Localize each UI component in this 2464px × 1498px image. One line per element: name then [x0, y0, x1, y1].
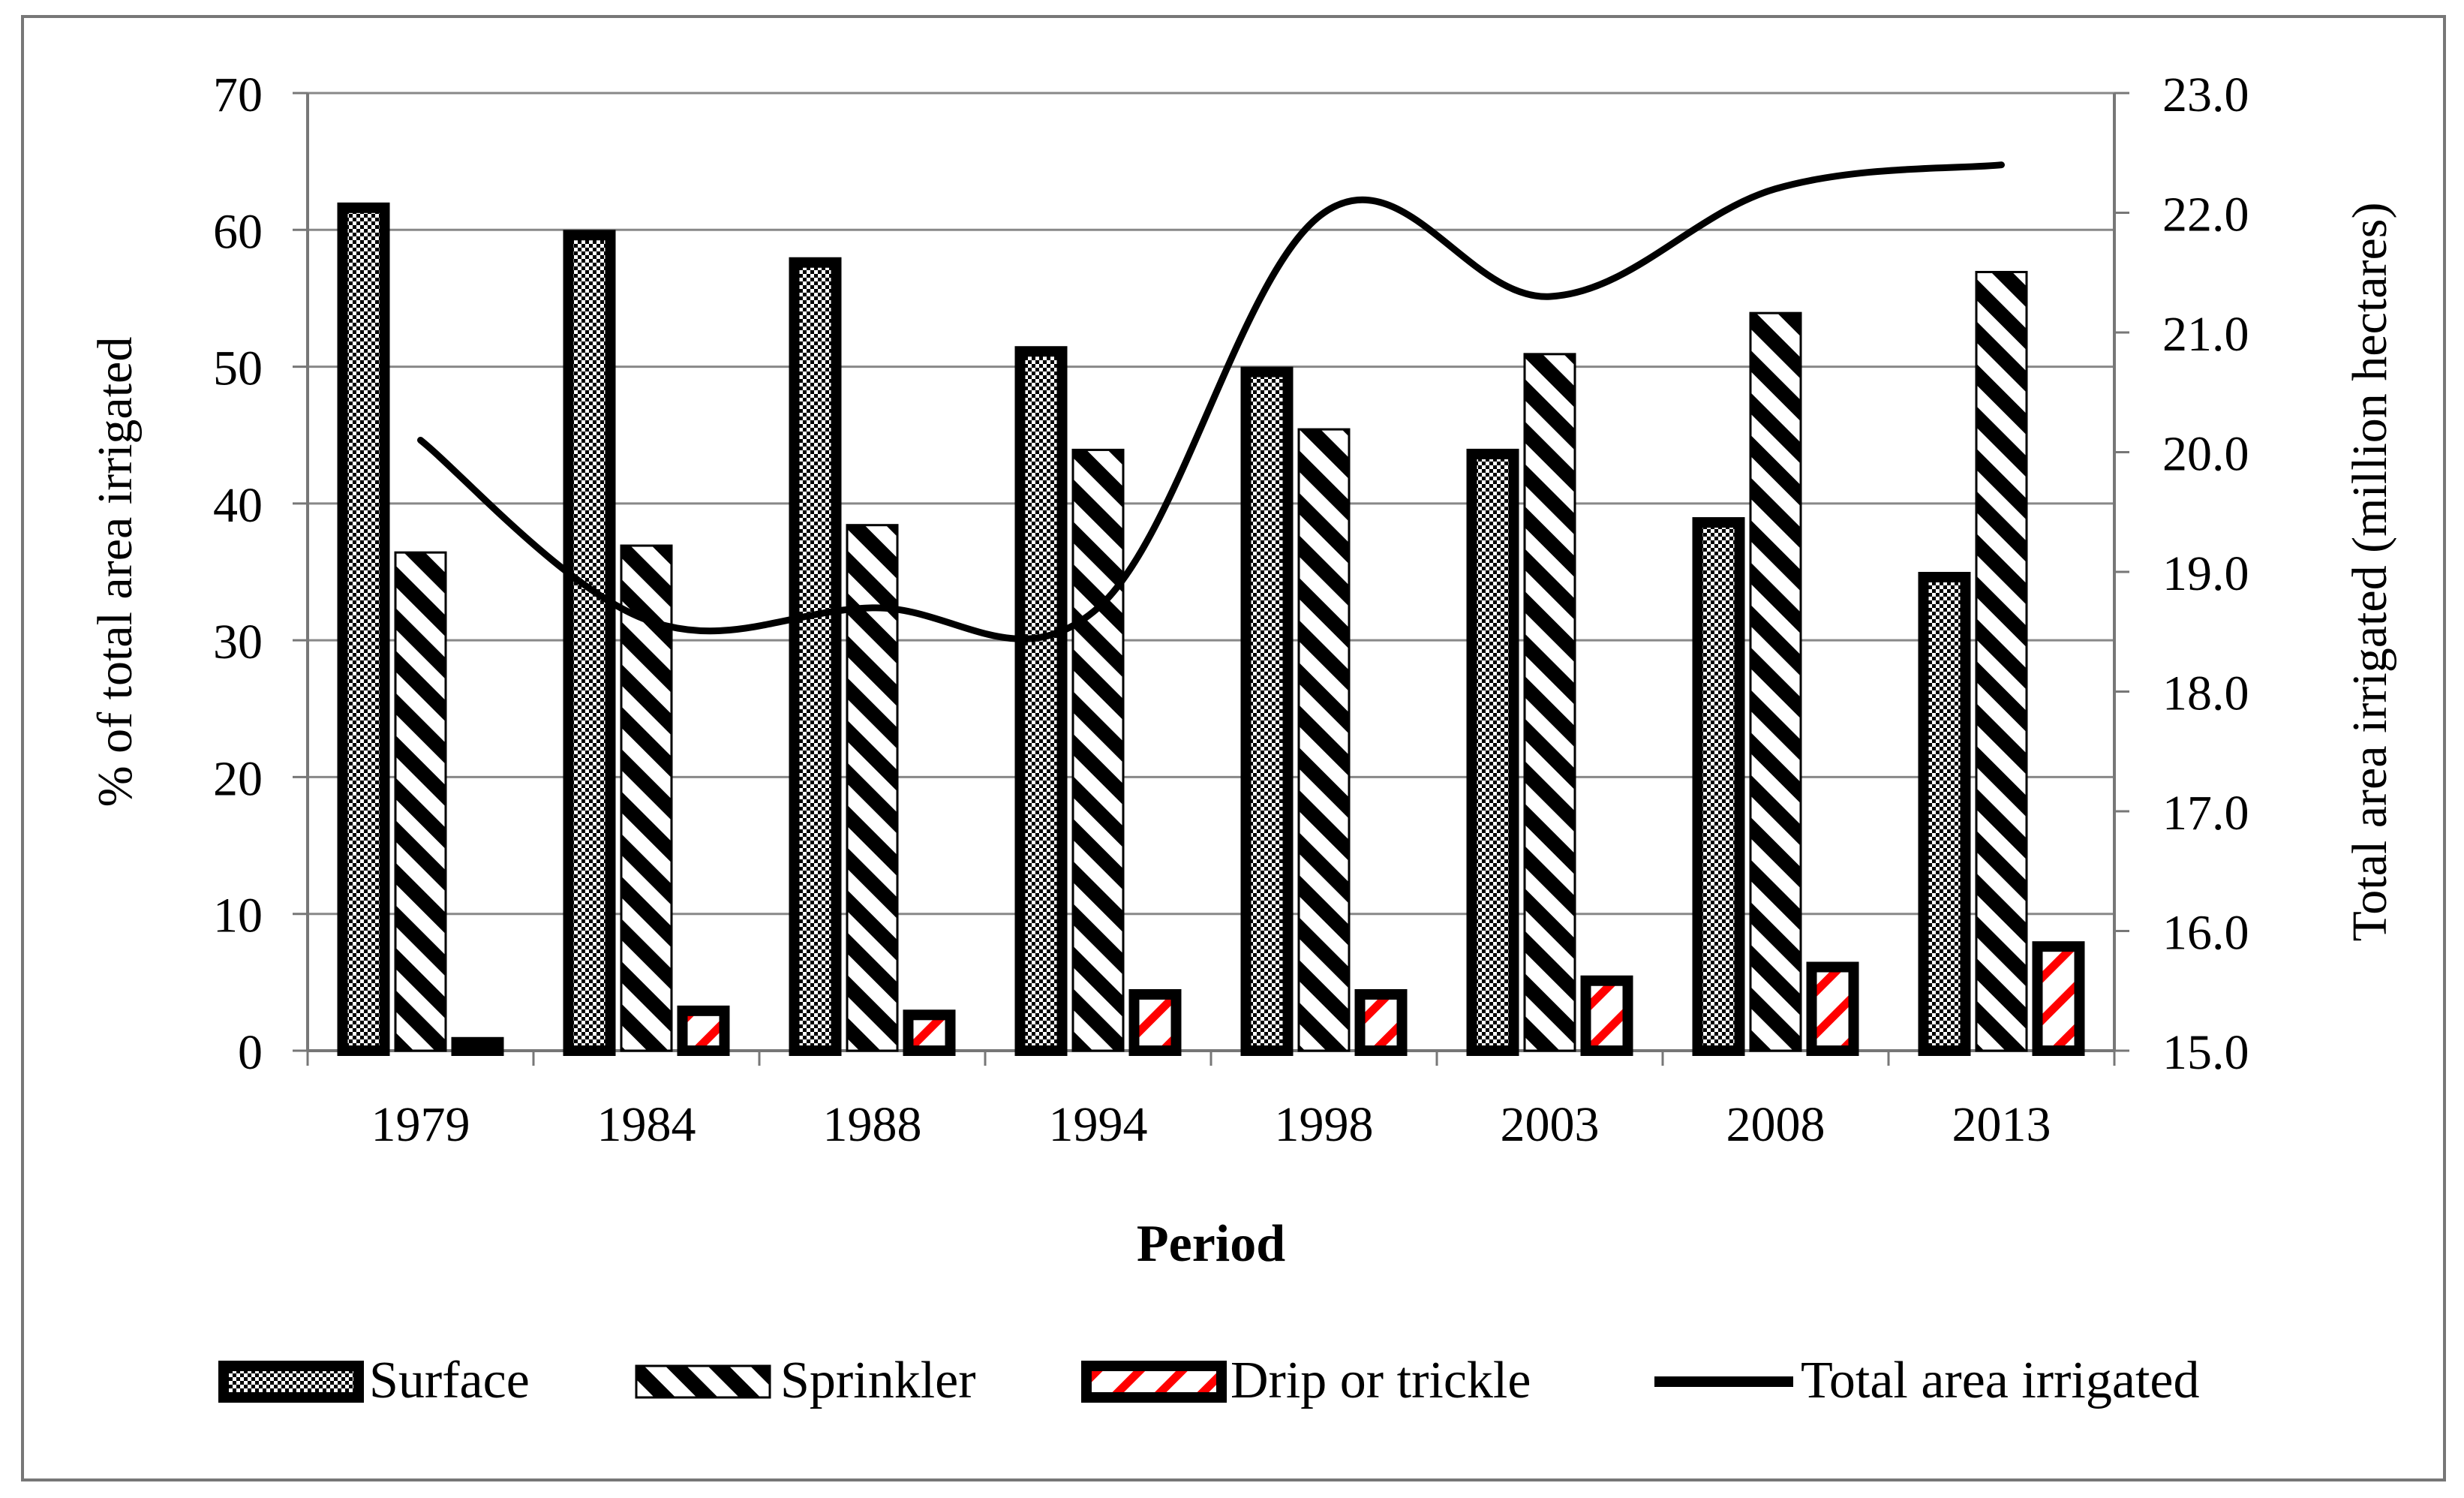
- legend-label-total: Total area irrigated: [1801, 1352, 2199, 1409]
- legend-label-drip: Drip or trickle: [1230, 1352, 1531, 1409]
- y2-tick-label: 18.0: [2162, 666, 2249, 721]
- legend-item-total: Total area irrigated: [1654, 1352, 2199, 1409]
- bar-sprinkler: [1749, 311, 1802, 1052]
- bar-drip: [1128, 988, 1182, 1057]
- y2-tick-label: 22.0: [2162, 188, 2249, 242]
- legend-swatch-sprinkler: [635, 1364, 771, 1399]
- legend: Surface Sprinkler Drip or trickle Total …: [218, 1352, 2199, 1409]
- x-tick-label: 1984: [597, 1097, 696, 1152]
- y2-tick-label: 21.0: [2162, 307, 2249, 362]
- bars: [337, 202, 2085, 1057]
- bar-sprinkler: [846, 524, 899, 1052]
- bar-sprinkler: [620, 544, 673, 1052]
- bar-drip: [903, 1009, 956, 1057]
- total-area-line-group: [417, 161, 2005, 642]
- y2-tick-label: 23.0: [2162, 68, 2249, 122]
- y2-tick-label: 20.0: [2162, 427, 2249, 482]
- bar-drip: [1580, 975, 1633, 1056]
- bar-surface: [1466, 448, 1519, 1056]
- y-tick-label: 50: [213, 341, 263, 396]
- bar-surface: [789, 257, 842, 1057]
- legend-label-surface: Surface: [369, 1352, 530, 1409]
- x-tick-label: 1988: [823, 1097, 922, 1152]
- y-tick-label: 0: [238, 1025, 263, 1080]
- legend-item-sprinkler: Sprinkler: [635, 1352, 976, 1409]
- bar-drip: [1806, 961, 1859, 1056]
- total-area-line: [417, 161, 2005, 642]
- legend-swatch-surface: [218, 1361, 364, 1403]
- bar-surface: [1014, 346, 1068, 1056]
- legend-label-sprinkler: Sprinkler: [780, 1352, 976, 1409]
- x-tick-label: 1994: [1049, 1097, 1148, 1152]
- y-tick-labels: 0 10 20 30 40 50 60 70: [213, 68, 308, 1080]
- y-tick-label: 30: [213, 615, 263, 669]
- y2-axis-title: Total area irrigated (million hectares): [2342, 203, 2397, 942]
- x-tick-label: 1998: [1275, 1097, 1374, 1152]
- bar-drip: [2032, 941, 2085, 1056]
- bar-surface: [1918, 572, 1971, 1056]
- x-tick-labels: 1979 1984 1988 1994 1998 2003 2008 2013: [371, 1097, 2051, 1152]
- y2-tick-label: 17.0: [2162, 786, 2249, 841]
- y-tick-label: 10: [213, 889, 263, 943]
- y-axis-title: % of total area irrigated: [88, 337, 143, 808]
- bar-sprinkler: [1297, 428, 1351, 1052]
- x-tick-marks: [306, 1051, 2116, 1066]
- y-tick-label: 70: [213, 68, 263, 122]
- bar-sprinkler: [1071, 448, 1125, 1052]
- legend-item-drip: Drip or trickle: [1081, 1352, 1531, 1409]
- bar-surface: [563, 230, 616, 1056]
- y-tick-label: 60: [213, 204, 263, 259]
- legend-item-surface: Surface: [218, 1352, 530, 1409]
- y2-tick-label: 19.0: [2162, 546, 2249, 601]
- bar-drip: [1354, 988, 1408, 1057]
- x-tick-label: 1979: [371, 1097, 470, 1152]
- y2-tick-label: 15.0: [2162, 1025, 2249, 1080]
- bar-drip: [677, 1005, 730, 1056]
- legend-swatch-drip: [1081, 1361, 1227, 1403]
- y-tick-label: 40: [213, 478, 263, 533]
- y-tick-label: 20: [213, 751, 263, 806]
- y2-tick-labels: 15.0 16.0 17.0 18.0 19.0 20.0 21.0 22.0 23.0: [2114, 68, 2249, 1080]
- bar-surface: [337, 202, 390, 1056]
- x-axis-title: Period: [1137, 1215, 1285, 1273]
- bar-sprinkler: [1523, 353, 1576, 1052]
- bar-surface: [1692, 517, 1745, 1056]
- bar-sprinkler: [394, 551, 447, 1052]
- bar-sprinkler: [1975, 270, 2028, 1052]
- bar-drip: [451, 1036, 504, 1057]
- y2-tick-label: 16.0: [2162, 906, 2249, 961]
- x-tick-label: 2003: [1501, 1097, 1600, 1152]
- x-tick-label: 2008: [1726, 1097, 1825, 1152]
- bar-surface: [1240, 366, 1294, 1057]
- x-tick-label: 2013: [1952, 1097, 2051, 1152]
